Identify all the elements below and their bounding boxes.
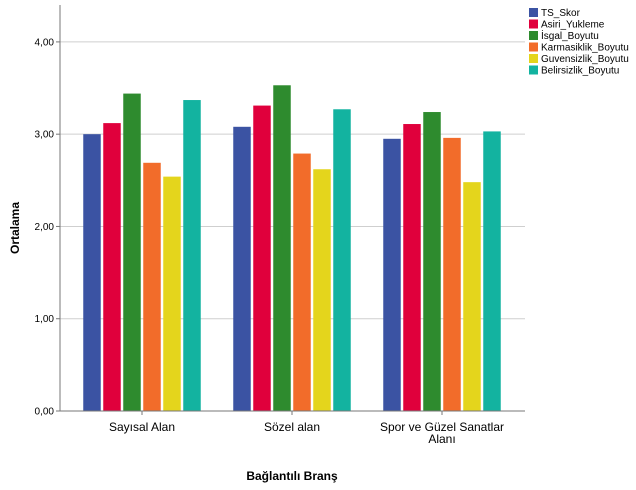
bar-ts-skor — [83, 134, 101, 411]
bar-i-sgal-boyutu — [423, 112, 441, 411]
legend-swatch — [529, 65, 538, 75]
bar-i-sgal-boyutu — [273, 85, 291, 411]
legend: TS_SkorAsiri_Yuklemeİsgal_BoyutuKarmasik… — [529, 8, 629, 77]
bar-ts-skor — [233, 126, 251, 412]
legend-label: Karmasiklik_Boyutu — [541, 43, 629, 54]
bar-karmasiklik-boyutu — [143, 162, 161, 411]
legend-swatch — [529, 8, 538, 17]
bar-asiri-yukleme — [103, 123, 121, 411]
bar-belirsizlik-boyutu — [183, 100, 201, 412]
x-category-label: Sayısal Alan — [109, 420, 175, 434]
bar-asiri-yukleme — [253, 105, 271, 411]
bar-belirsizlik-boyutu — [483, 131, 501, 411]
bar-guvensizlik-boyutu — [463, 182, 481, 411]
bar-guvensizlik-boyutu — [313, 169, 331, 411]
bar-i-sgal-boyutu — [123, 93, 141, 411]
legend-swatch — [529, 54, 538, 63]
bar-asiri-yukleme — [403, 124, 421, 412]
y-tick-labels: 0,00 1,00 2,00 3,00 4,00 — [35, 37, 60, 418]
y-tick-label: 0,00 — [35, 407, 55, 418]
legend-swatch — [529, 19, 538, 29]
x-category-label: Sözel alan — [264, 420, 320, 434]
legend-label: TS_Skor — [541, 8, 581, 19]
legend-label: İsgal_Boyutu — [541, 29, 599, 42]
y-tick-label: 4,00 — [35, 37, 55, 48]
legend-swatch — [529, 42, 538, 52]
legend-label: Guvensizlik_Boyutu — [541, 54, 629, 65]
legend-swatch — [529, 31, 538, 40]
bar-ts-skor — [383, 138, 401, 411]
x-category-labels: Sayısal Alan Sözel alan Spor ve Güzel Sana… — [109, 411, 504, 446]
bar-guvensizlik-boyutu — [163, 176, 181, 411]
legend-label: Asiri_Yukleme — [541, 20, 605, 31]
legend-label: Belirsizlik_Boyutu — [541, 66, 619, 77]
bars — [83, 85, 501, 412]
bar-karmasiklik-boyutu — [443, 137, 461, 411]
bar-karmasiklik-boyutu — [293, 153, 311, 412]
x-category-label: Spor ve Güzel Sanatlar — [380, 420, 504, 434]
x-category-label: Alanı — [428, 432, 455, 446]
y-tick-label: 1,00 — [35, 314, 55, 325]
x-axis-title: Bağlantılı Branş — [246, 469, 338, 483]
y-tick-label: 2,00 — [35, 222, 55, 233]
bar-belirsizlik-boyutu — [333, 109, 351, 411]
y-tick-label: 3,00 — [35, 130, 55, 141]
y-axis-title: Ortalama — [8, 202, 22, 254]
